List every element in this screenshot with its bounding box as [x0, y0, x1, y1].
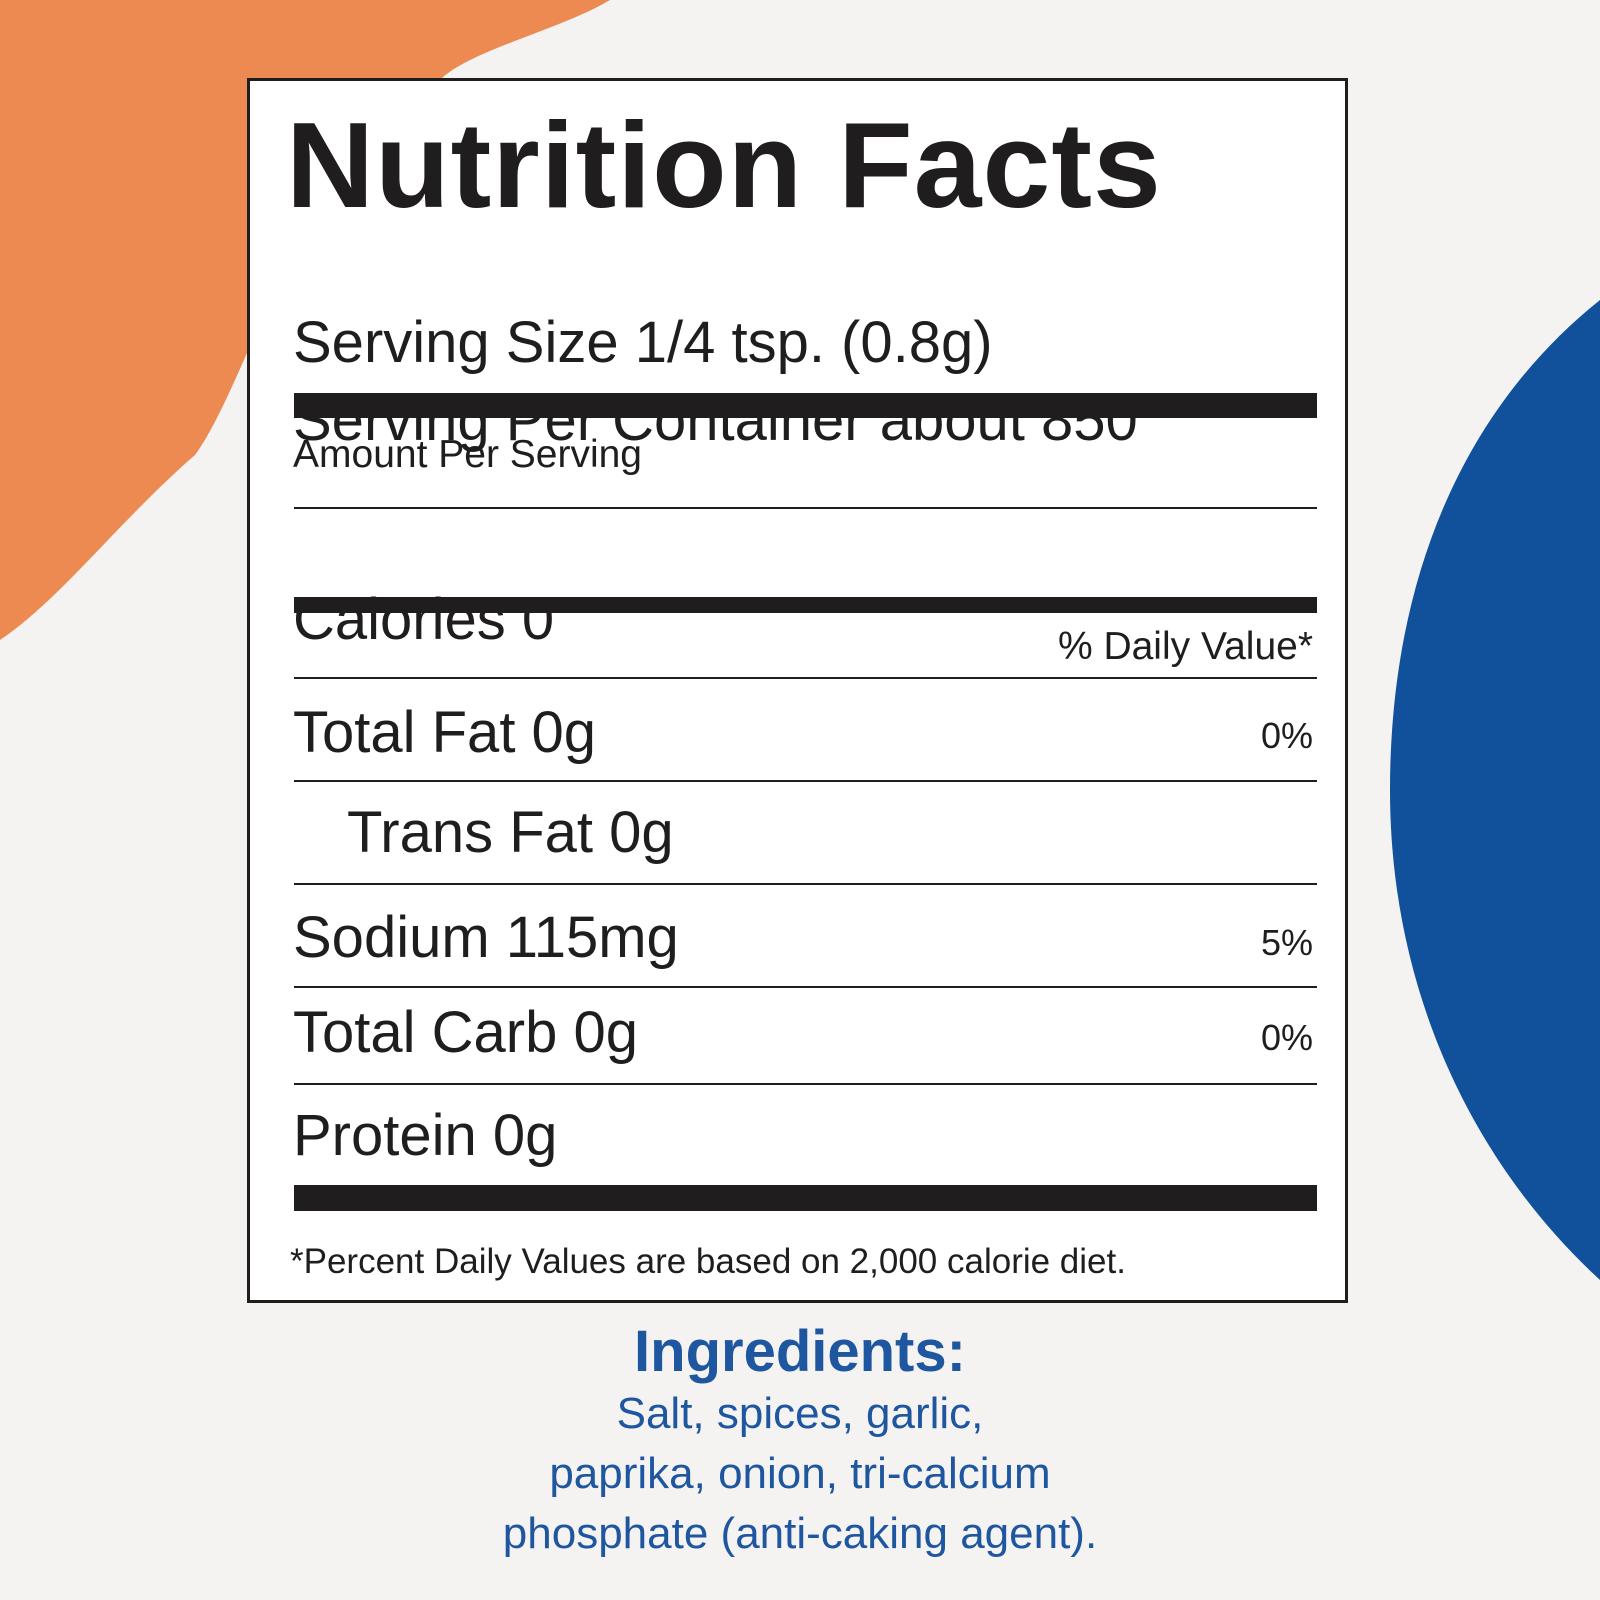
daily-value-footnote: *Percent Daily Values are based on 2,000… [290, 1242, 1126, 1281]
medium-divider [294, 597, 1317, 613]
nutrient-row-label: Protein 0g [293, 1103, 558, 1168]
thin-divider [294, 677, 1317, 679]
thin-divider [294, 883, 1317, 885]
serving-size: Serving Size 1/4 tsp. (0.8g) [293, 310, 993, 375]
ingredients-line: Salt, spices, garlic, [616, 1389, 984, 1438]
nutrient-row-label: Total Carb 0g [293, 1000, 638, 1065]
daily-value-header: % Daily Value* [1057, 625, 1313, 668]
thin-divider [294, 1083, 1317, 1085]
ingredients-section: Ingredients: Salt, spices, garlic, papri… [0, 1320, 1600, 1564]
daily-value-percent: 0% [1260, 1017, 1313, 1058]
daily-value-percent: 5% [1260, 922, 1313, 963]
nutrition-facts-title: Nutrition Facts [286, 97, 1162, 233]
thin-divider [294, 507, 1317, 509]
blue-circle-shape [1390, 300, 1600, 1280]
thin-divider [294, 986, 1317, 988]
amount-per-serving-label: Amount Per Serving [293, 433, 643, 476]
daily-value-percent: 0% [1260, 715, 1313, 756]
nutrient-row-label: Trans Fat 0g [347, 800, 674, 865]
nutrient-row-label: Sodium 115mg [293, 905, 679, 970]
thick-divider [294, 1185, 1317, 1211]
nutrient-row-label: Total Fat 0g [293, 700, 597, 765]
nutrition-facts-label: Nutrition Facts Serving Size 1/4 tsp. (0… [247, 78, 1348, 1303]
ingredients-heading: Ingredients: [634, 1319, 966, 1384]
ingredients-line: paprika, onion, tri-calcium [549, 1449, 1051, 1498]
ingredients-line: phosphate (anti-caking agent). [502, 1509, 1098, 1558]
orange-blob-shape [0, 0, 610, 640]
thin-divider [294, 780, 1317, 782]
thick-divider [294, 393, 1317, 418]
